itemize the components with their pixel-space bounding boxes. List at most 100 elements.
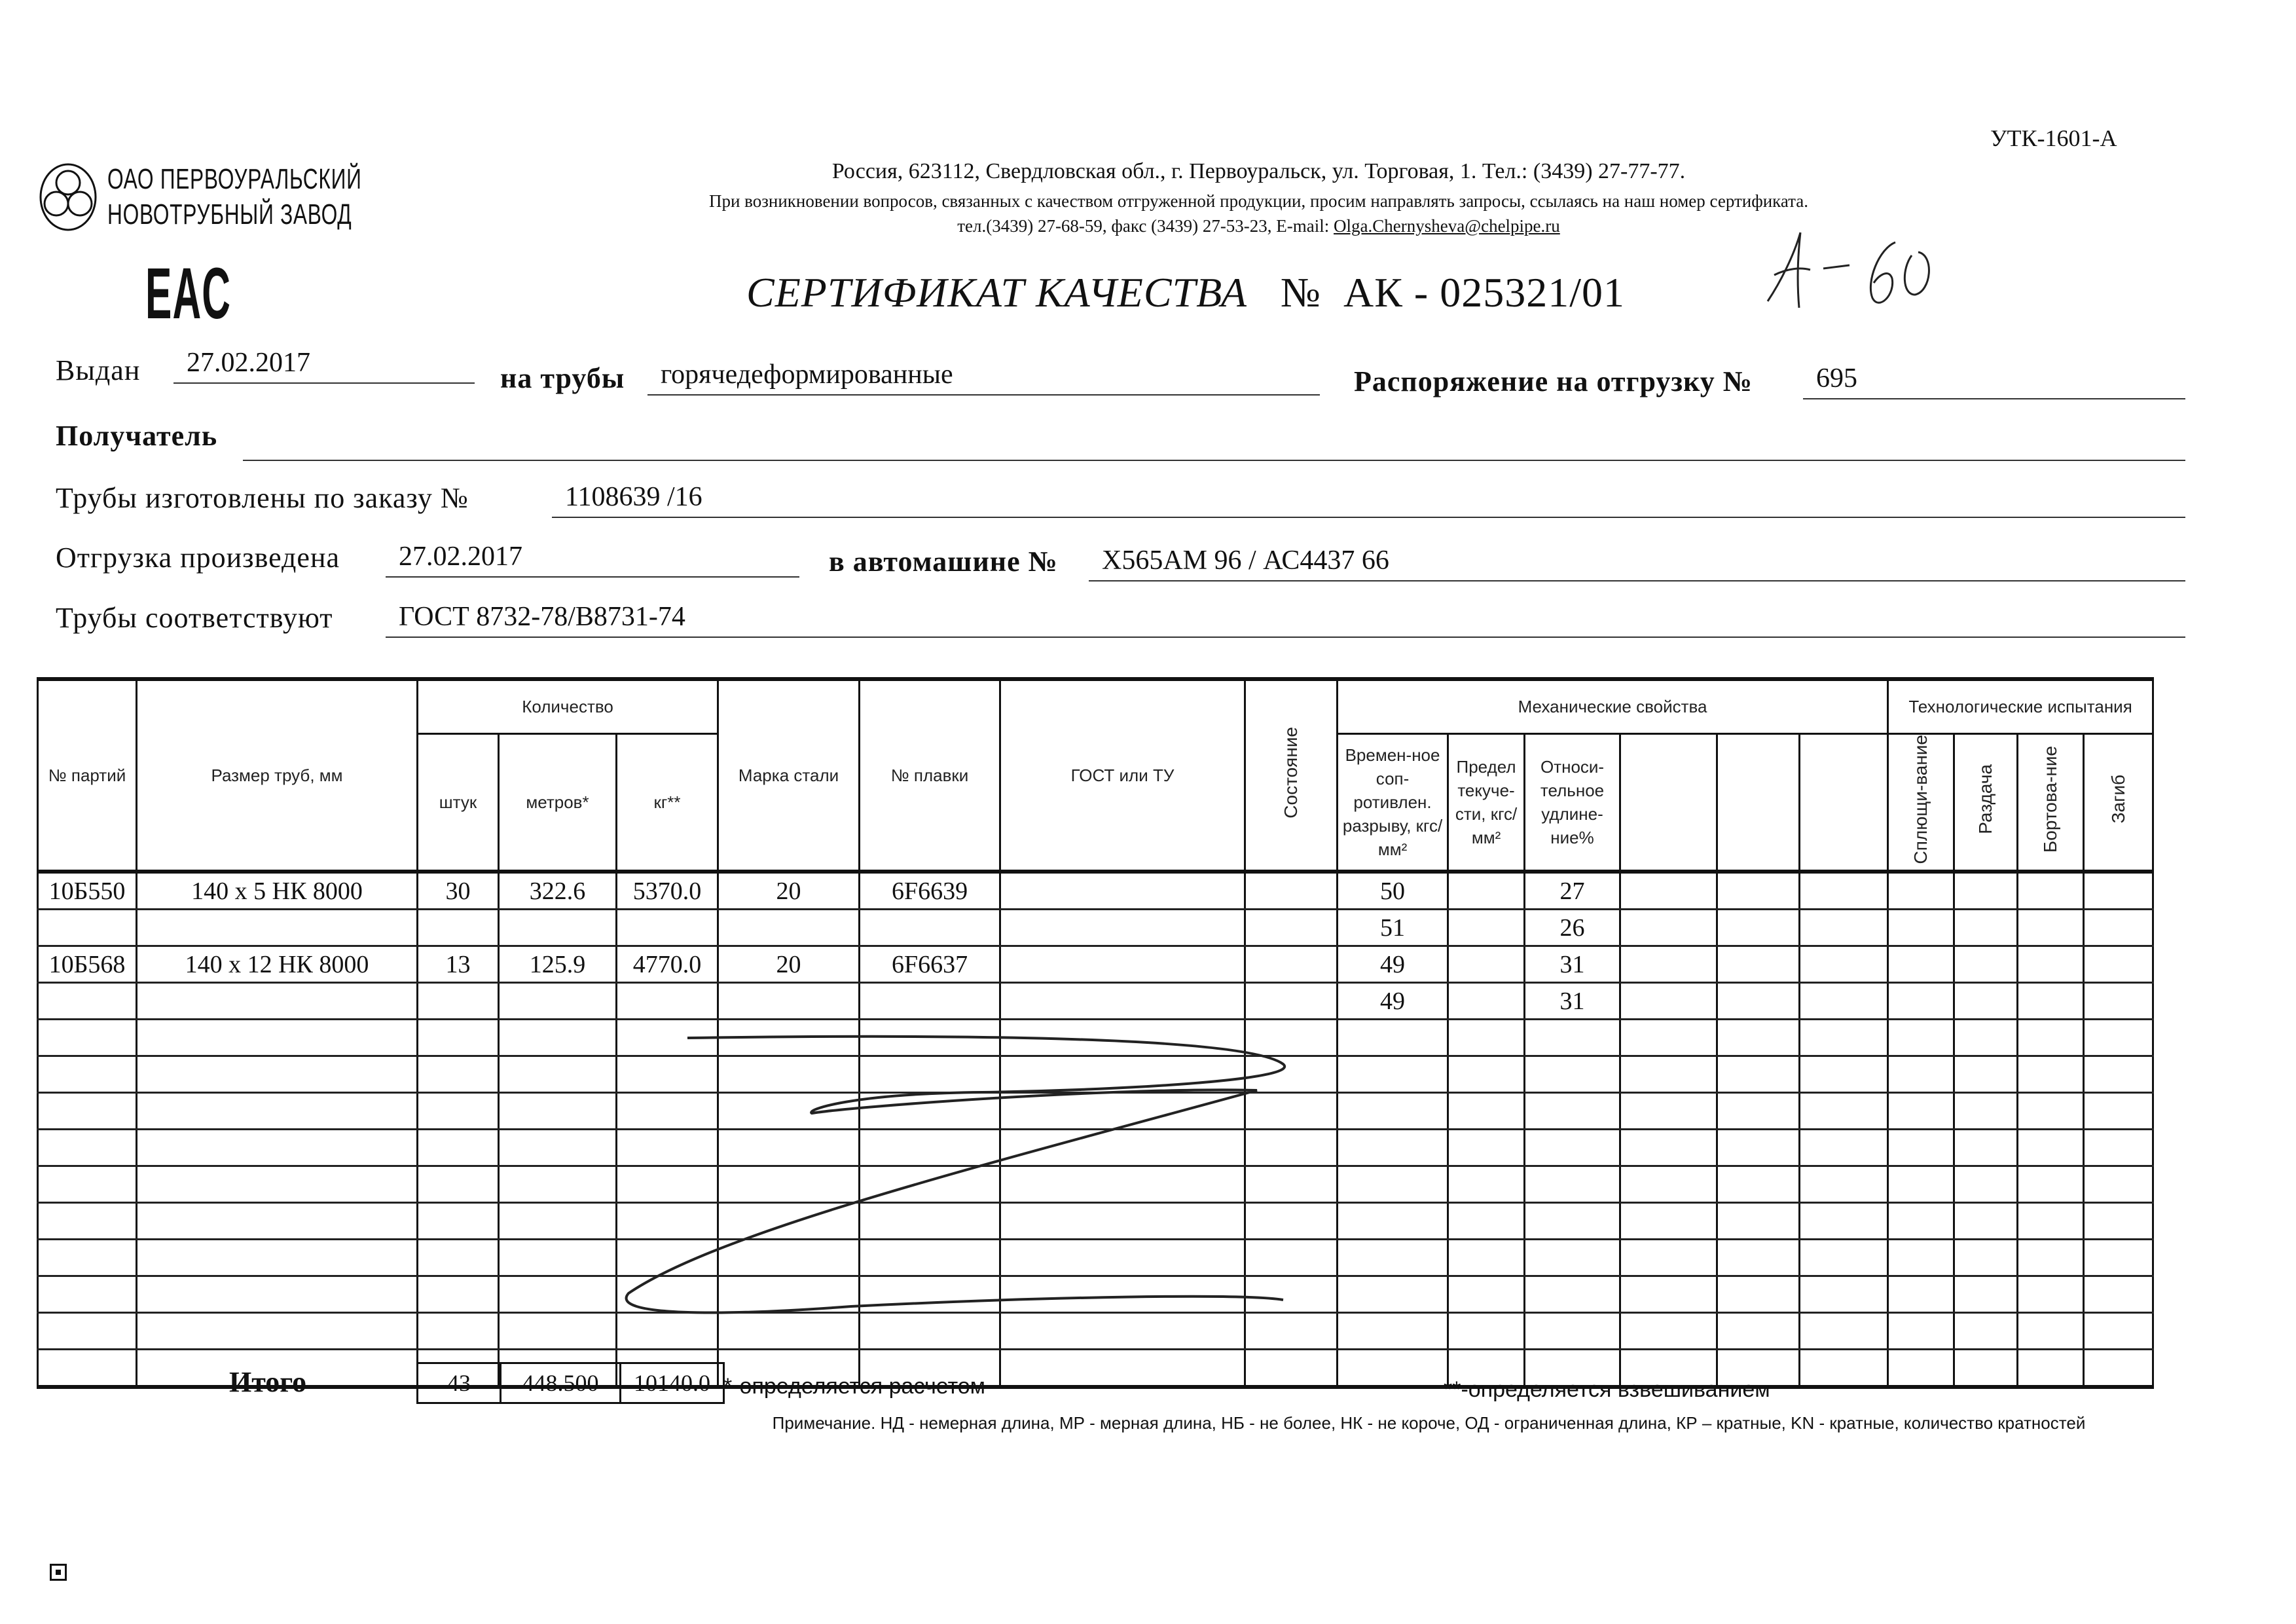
cell-bend: [2083, 909, 2155, 948]
cell-tensile: [1336, 1276, 1449, 1314]
header-blank: [1716, 733, 1801, 874]
cell-m3: [1798, 909, 1889, 948]
conform-label: Трубы соответствуют: [56, 602, 333, 634]
cell-elong: [1523, 1349, 1622, 1390]
order-label: Трубы изготовлены по заказу №: [56, 482, 469, 514]
cell-state: [1244, 1349, 1339, 1390]
cell-m3: [1798, 1276, 1889, 1314]
cell-size: 140 x 12 НК 8000: [136, 946, 418, 984]
cell-m2: [1716, 1202, 1801, 1241]
cell-flange: [2016, 1092, 2085, 1131]
cell-expand: [1953, 1129, 2019, 1168]
cell-tensile: [1336, 1166, 1449, 1204]
total-kg: 10140.0: [619, 1362, 725, 1404]
cell-tensile: 51: [1336, 909, 1449, 948]
totals-label: Итого: [229, 1366, 307, 1398]
cell-yield: [1447, 982, 1526, 1021]
cell-steel: [717, 1092, 861, 1131]
cell-size: [136, 1239, 418, 1278]
recipient-field[interactable]: [243, 424, 2185, 461]
cell-m1: [1619, 1056, 1719, 1094]
cell-pcs: [416, 1166, 500, 1204]
cell-expand: [1953, 1349, 2019, 1390]
title-number-label: №: [1280, 269, 1321, 316]
certificate-number: АК - 025321/01: [1343, 269, 1625, 316]
shipping-order-field[interactable]: 695: [1803, 363, 2185, 399]
cell-bend: [2083, 1129, 2155, 1168]
issued-field[interactable]: 27.02.2017: [173, 347, 475, 384]
cell-m2: [1716, 982, 1801, 1021]
cell-m1: [1619, 1239, 1719, 1278]
table-row: [37, 1056, 2155, 1094]
footnote-weighed: **-определяется взвешиванием: [1444, 1377, 1770, 1402]
cell-heat: 6F6637: [858, 946, 1002, 984]
cell-steel: 20: [717, 946, 861, 984]
cell-gost: [999, 909, 1247, 948]
cell-tensile: [1336, 1056, 1449, 1094]
header-tensile: Времен-ное соп-ротивлен. разрыву, кгс/мм…: [1336, 733, 1449, 874]
cell-expand: [1953, 1166, 2019, 1204]
cell-steel: 20: [717, 872, 861, 911]
header-flatten-text: Сплющи-вание: [1910, 734, 1931, 864]
conform-field[interactable]: ГОСТ 8732-78/В8731-74: [386, 601, 2185, 638]
table-row: [37, 1019, 2155, 1058]
cell-m2: [1716, 1129, 1801, 1168]
cell-size: [136, 1019, 418, 1058]
cell-m3: [1798, 946, 1889, 984]
header-technological: Технологические испытания: [1887, 677, 2155, 735]
cell-size: 140 x 5 НК 8000: [136, 872, 418, 911]
cell-meters: [498, 1129, 617, 1168]
cell-elong: [1523, 1276, 1622, 1314]
cell-meters: 125.9: [498, 946, 617, 984]
cell-bend: [2083, 946, 2155, 984]
cell-pcs: [416, 982, 500, 1021]
cell-expand: [1953, 1312, 2019, 1351]
cell-pcs: [416, 909, 500, 948]
cell-party: 10Б550: [37, 872, 137, 911]
cell-pcs: [416, 1092, 500, 1131]
cell-m3: [1798, 1056, 1889, 1094]
cell-size: [136, 1056, 418, 1094]
cell-meters: [498, 1202, 617, 1241]
cell-meters: [498, 1312, 617, 1351]
cell-size: [136, 1276, 418, 1314]
header-steel: Марка стали: [717, 676, 861, 874]
shipped-field[interactable]: 27.02.2017: [386, 541, 799, 578]
cell-heat: [858, 1312, 1002, 1351]
company-name: ОАО ПЕРВОУРАЛЬСКИЙ НОВОТРУБНЫЙ ЗАВОД: [107, 162, 362, 232]
vehicle-field[interactable]: Х565АМ 96 / АС4437 66: [1089, 545, 2185, 581]
cell-gost: [999, 1129, 1247, 1168]
cell-gost: [999, 1056, 1247, 1094]
contact-email[interactable]: Olga.Chernysheva@chelpipe.ru: [1334, 216, 1560, 236]
table-row: 10Б550 140 x 5 НК 8000 30 322.6 5370.0 20 6F66…: [37, 872, 2155, 911]
cell-state: [1244, 1166, 1339, 1204]
cell-m1: [1619, 1312, 1719, 1351]
cell-kg: 5370.0: [615, 872, 720, 911]
cell-flange: [2016, 1019, 2085, 1058]
cell-party: [37, 1239, 137, 1278]
cell-gost: [999, 872, 1247, 911]
cell-bend: [2083, 1239, 2155, 1278]
cell-m3: [1798, 1166, 1889, 1204]
table-row: 10Б568 140 x 12 НК 8000 13 125.9 4770.0 20 6F6…: [37, 946, 2155, 984]
header-bend-text: Загиб: [2107, 775, 2128, 824]
cell-m3: [1798, 1202, 1889, 1241]
cell-flatten: [1887, 1239, 1956, 1278]
cell-m2: [1716, 1239, 1801, 1278]
cell-heat: [858, 1092, 1002, 1131]
cell-m3: [1798, 872, 1889, 911]
cell-tensile: [1336, 1019, 1449, 1058]
cell-expand: [1953, 1202, 2019, 1241]
cell-kg: [615, 1129, 720, 1168]
cell-tensile: [1336, 1202, 1449, 1241]
cell-state: [1244, 1239, 1339, 1278]
header-blank: [1619, 733, 1719, 874]
cell-party: [37, 909, 137, 948]
order-field[interactable]: 1108639 /16: [552, 481, 2185, 518]
cell-bend: [2083, 1056, 2155, 1094]
cell-heat: [858, 1276, 1002, 1314]
table-row: [37, 1312, 2155, 1351]
table-row: [37, 1276, 2155, 1314]
cell-m2: [1716, 946, 1801, 984]
pipes-field[interactable]: горячедеформированные: [647, 359, 1320, 396]
